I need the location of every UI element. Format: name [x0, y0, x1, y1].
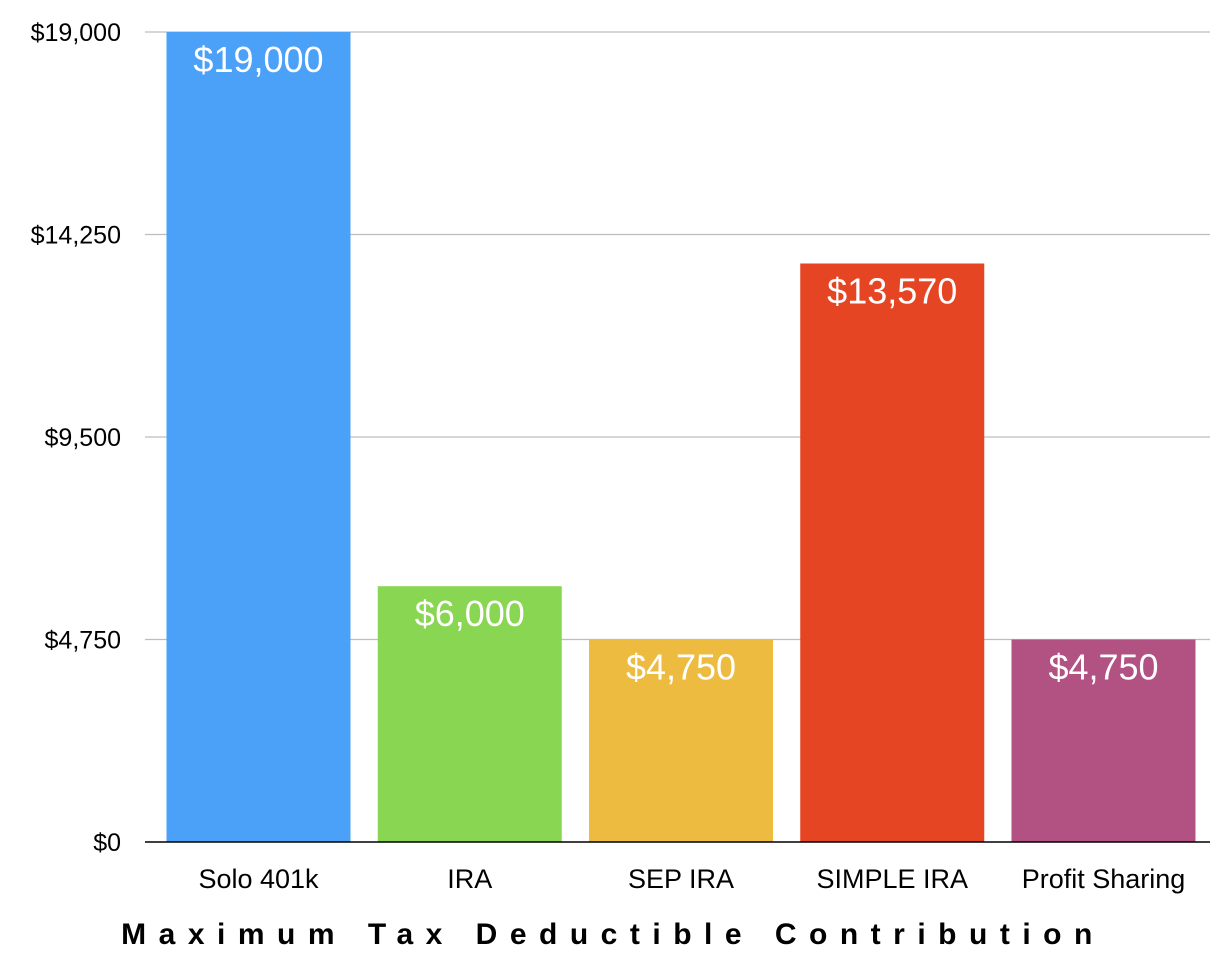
bar: [589, 639, 773, 842]
x-tick-label: Profit Sharing: [1022, 864, 1186, 894]
y-tick-label: $4,750: [45, 627, 121, 655]
y-tick-label: $0: [93, 829, 121, 857]
bar: [800, 263, 985, 842]
data-label: $13,570: [827, 270, 957, 311]
x-tick-label: SIMPLE IRA: [816, 864, 968, 894]
data-label: $19,000: [193, 39, 323, 80]
y-tick-label: $9,500: [45, 424, 121, 452]
x-tick-label: Solo 401k: [198, 864, 319, 894]
y-tick-label: $14,250: [31, 222, 121, 250]
y-axis-ticks: $0 $4,750 $9,500 $14,250 $19,000: [31, 19, 121, 857]
y-tick-label: $19,000: [31, 19, 121, 47]
bar: [1011, 639, 1196, 842]
bar: [377, 586, 562, 842]
x-tick-label: IRA: [447, 864, 492, 894]
data-label: $4,750: [1048, 647, 1158, 688]
x-axis-label: Maximum Tax Deductible Contribution: [121, 918, 1105, 951]
bar: [166, 32, 351, 842]
x-axis-ticks: Solo 401k IRA SEP IRA SIMPLE IRA Profit Shar…: [198, 864, 1185, 894]
data-labels: $19,000 $6,000 $4,750 $13,570 $4,750: [193, 39, 1158, 688]
data-label: $4,750: [626, 647, 736, 688]
data-label: $6,000: [415, 593, 525, 634]
bars: [166, 32, 1196, 842]
x-tick-label: SEP IRA: [628, 864, 734, 894]
